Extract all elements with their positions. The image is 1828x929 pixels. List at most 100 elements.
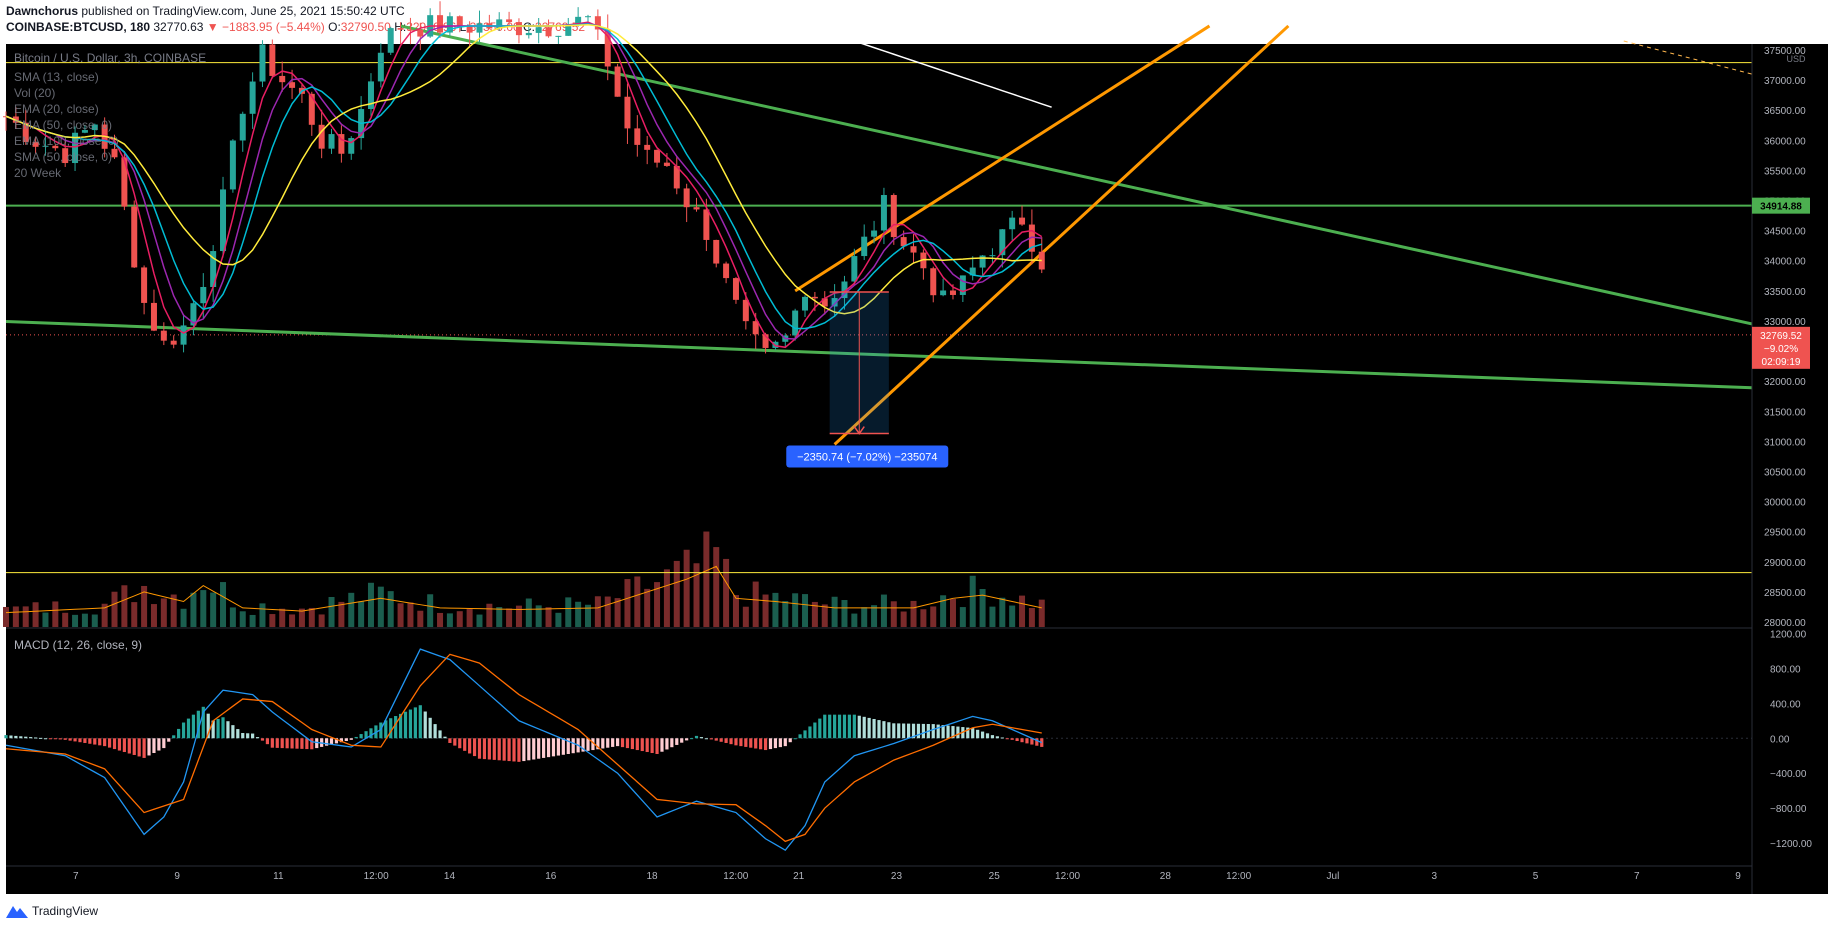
- macd-histogram-bar: [897, 723, 901, 739]
- chart-background: [6, 44, 1828, 894]
- macd-histogram-bar: [729, 738, 733, 745]
- candle-body: [229, 140, 236, 190]
- volume-bar: [851, 613, 858, 627]
- candle-body: [654, 149, 661, 163]
- macd-histogram-bar: [339, 738, 343, 743]
- macd-histogram-bar: [936, 724, 940, 739]
- macd-histogram-bar: [63, 738, 67, 740]
- volume-bar: [565, 597, 572, 627]
- volume-bar: [732, 595, 739, 627]
- macd-histogram-bar: [719, 738, 723, 742]
- volume-bar: [42, 612, 49, 627]
- volume-bar: [594, 596, 601, 627]
- macd-histogram-bar: [354, 736, 358, 739]
- candle-body: [742, 299, 749, 322]
- macd-histogram-bar: [699, 737, 704, 739]
- price-tick-label: 33500.00: [1764, 287, 1806, 298]
- publisher-name[interactable]: Dawnchorus: [6, 4, 79, 18]
- candle-body: [387, 28, 394, 53]
- down-arrow-icon: ▼: [206, 20, 219, 34]
- macd-histogram-bar: [369, 728, 373, 739]
- volume-bar: [979, 589, 986, 627]
- volume-bar: [3, 606, 9, 627]
- macd-histogram-bar: [177, 728, 181, 739]
- macd-histogram-bar: [270, 738, 274, 748]
- macd-histogram-bar: [438, 730, 442, 739]
- volume-bar: [1038, 599, 1045, 627]
- macd-histogram-bar: [413, 707, 417, 739]
- support-trendline: [5, 320, 1753, 390]
- macd-histogram-bar: [985, 733, 990, 739]
- volume-bar: [861, 607, 868, 627]
- volume-bar: [585, 604, 591, 627]
- macd-histogram-bar: [882, 721, 886, 739]
- volume-bar: [634, 576, 641, 627]
- candle-body: [338, 134, 345, 154]
- macd-histogram-bar: [902, 723, 906, 739]
- volume-ma-line: [5, 565, 1042, 614]
- volume-bar: [210, 592, 217, 627]
- volume-bar: [229, 607, 236, 627]
- candle-body: [634, 128, 641, 145]
- macd-histogram-bar: [310, 738, 314, 750]
- macd-histogram-bar: [803, 730, 807, 739]
- macd-histogram-bar: [349, 738, 353, 740]
- candle-body: [348, 138, 355, 154]
- resistance-price-tag: [1752, 197, 1810, 214]
- macd-histogram-bar: [241, 733, 245, 739]
- macd-histogram-bar: [4, 735, 8, 739]
- macd-histogram-bar: [324, 738, 329, 746]
- footer-brand[interactable]: TradingView: [32, 904, 99, 918]
- macd-histogram-bar: [833, 714, 837, 739]
- candle-body: [762, 334, 769, 348]
- candle-body: [969, 267, 976, 276]
- volume-bar: [575, 601, 582, 627]
- volume-bar: [101, 603, 108, 627]
- volume-bar: [644, 588, 651, 627]
- legend-item: EMA (20, close): [14, 102, 99, 116]
- candle-body: [269, 44, 276, 76]
- macd-histogram-bar: [29, 737, 33, 739]
- candle-body: [42, 145, 49, 147]
- price-tick-label: 36000.00: [1764, 136, 1806, 147]
- macd-histogram-bar: [433, 724, 437, 739]
- macd-histogram-bar: [255, 737, 260, 739]
- candle-body: [259, 44, 266, 82]
- macd-histogram-bar: [655, 738, 659, 754]
- macd-histogram-bar: [665, 738, 669, 750]
- volume-bar: [821, 604, 828, 627]
- macd-histogram-bar: [251, 733, 255, 739]
- legend-item: SMA (13, close): [14, 70, 99, 84]
- volume-bar: [969, 575, 976, 627]
- macd-histogram-bar: [724, 738, 728, 743]
- macd-histogram-bar: [122, 738, 126, 753]
- macd-histogram-bar: [181, 722, 186, 739]
- price-tick-label: 35500.00: [1764, 166, 1806, 177]
- macd-histogram-bar: [694, 735, 699, 739]
- candle-body: [841, 281, 848, 299]
- measure-tool[interactable]: −2350.74 (−7.02%) −235074: [786, 291, 949, 468]
- macd-histogram-bar: [675, 738, 679, 745]
- candle-body: [890, 195, 897, 238]
- macd-histogram-bar: [976, 729, 980, 739]
- macd-histogram-bar: [14, 735, 18, 739]
- volume-bar: [170, 594, 177, 627]
- legend-item: SMA (50, close, 0): [14, 150, 112, 164]
- volume-bar: [1019, 595, 1026, 627]
- candle-body: [279, 75, 286, 83]
- volume-bar: [555, 612, 562, 627]
- candle-body: [713, 239, 720, 264]
- candle-body: [861, 236, 868, 257]
- price-tick-label: 34500.00: [1764, 227, 1806, 238]
- volume-bar: [407, 602, 414, 627]
- volume-bar: [999, 597, 1006, 627]
- macd-histogram-bar: [88, 738, 92, 744]
- macd-histogram-bar: [157, 738, 161, 751]
- volume-bar: [308, 607, 315, 627]
- macd-histogram-bar: [196, 710, 200, 739]
- candle-body: [673, 165, 680, 189]
- macd-histogram-bar: [951, 726, 955, 739]
- macd-histogram-bar: [132, 738, 136, 755]
- volume-bar: [525, 598, 532, 627]
